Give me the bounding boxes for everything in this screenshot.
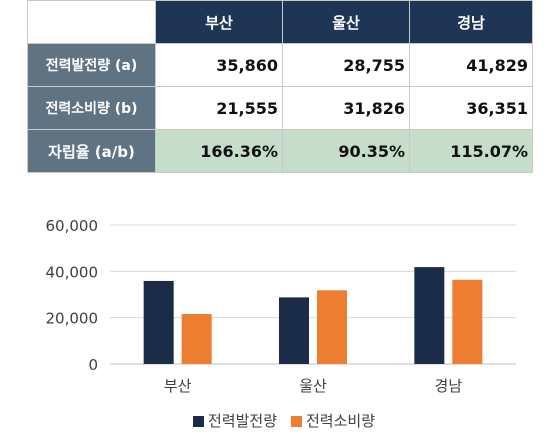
y-tick-label: 20,000 [46, 310, 99, 328]
table-cell: 166.36% [155, 129, 283, 173]
bar [279, 297, 309, 364]
bar [452, 279, 483, 364]
column-header: 울산 [282, 0, 410, 44]
table-cell: 90.35% [282, 129, 410, 173]
table-corner-cell [27, 0, 156, 44]
x-tick-label: 경남 [435, 377, 463, 395]
bar [414, 267, 445, 364]
table-cell: 36,351 [409, 86, 533, 130]
table-row: 전력발전량 (a) 35,860 28,755 41,829 [27, 43, 533, 87]
table-header-row: 부산 울산 경남 [27, 0, 533, 44]
table-cell: 21,555 [155, 86, 283, 130]
legend-label: 전력소비량 [306, 412, 375, 430]
bar [317, 290, 347, 364]
table-cell: 115.07% [409, 129, 533, 173]
legend-swatch [193, 416, 204, 427]
y-tick-label: 0 [88, 356, 98, 374]
table-row: 전력소비량 (b) 21,555 31,826 36,351 [27, 86, 533, 130]
bar [181, 314, 212, 364]
legend-label: 전력발전량 [208, 412, 277, 430]
column-header: 부산 [155, 0, 283, 44]
x-tick-label: 부산 [164, 377, 192, 395]
x-tick-label: 울산 [299, 377, 327, 395]
table-cell: 41,829 [409, 43, 533, 87]
row-header: 전력소비량 (b) [27, 86, 156, 130]
y-tick-label: 60,000 [46, 217, 99, 235]
data-table: 부산 울산 경남 전력발전량 (a) 35,860 28,755 41,829 … [27, 0, 533, 173]
table-cell: 28,755 [282, 43, 410, 87]
legend-swatch [291, 416, 302, 427]
column-header: 경남 [409, 0, 533, 44]
y-tick-label: 40,000 [46, 263, 99, 281]
table-row: 자립율 (a/b) 166.36% 90.35% 115.07% [27, 129, 533, 173]
row-header: 전력발전량 (a) [27, 43, 156, 87]
bar [143, 280, 174, 364]
table-cell: 31,826 [282, 86, 410, 130]
table-cell: 35,860 [155, 43, 283, 87]
row-header: 자립율 (a/b) [27, 129, 156, 173]
